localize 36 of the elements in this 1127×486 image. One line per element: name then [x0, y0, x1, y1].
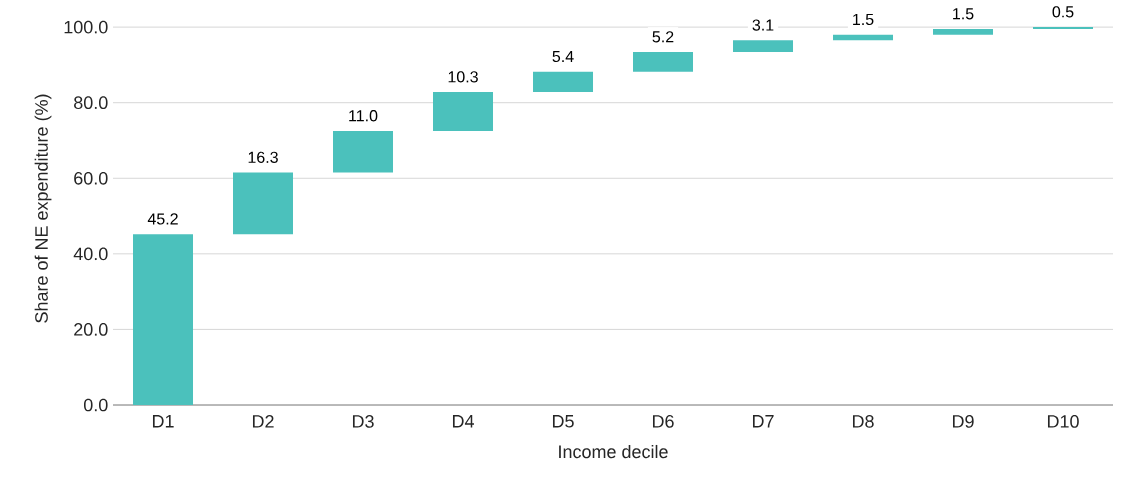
x-tick-label: D2	[252, 415, 274, 428]
bar	[933, 29, 994, 35]
x-tick-label: D4	[452, 415, 474, 428]
data-label: 1.5	[953, 8, 974, 20]
x-tick-label: D1	[152, 415, 174, 428]
data-label: 11.0	[349, 110, 378, 122]
data-label: 0.5	[1052, 6, 1074, 18]
y-axis-title: Share of NE expenditure (%)	[34, 94, 52, 323]
y-tick-label: 20.0	[74, 323, 108, 336]
y-tick-label: 100.0	[64, 20, 108, 34]
bar	[433, 92, 494, 132]
x-tick-label: D8	[852, 415, 874, 428]
y-tick-label: 0.0	[83, 398, 108, 412]
bar	[233, 172, 293, 235]
data-label: 3.1	[752, 19, 774, 31]
bar	[733, 40, 794, 53]
x-tick-label: D6	[652, 415, 674, 428]
bar	[533, 71, 594, 93]
y-tick-label: 60.0	[74, 171, 108, 185]
y-tick-label: 80.0	[74, 96, 108, 110]
bar	[333, 131, 394, 173]
data-label: 5.2	[652, 31, 674, 43]
data-label: 5.4	[552, 50, 574, 63]
x-tick-label: D5	[552, 415, 574, 428]
bar	[133, 234, 194, 405]
x-tick-label: D9	[952, 415, 974, 428]
y-tick-label: 40.0	[73, 247, 108, 261]
data-label: 16.3	[248, 151, 278, 163]
x-tick-label: D10	[1047, 415, 1079, 428]
x-tick-label: D7	[752, 415, 774, 428]
x-tick-label: D3	[352, 415, 374, 428]
x-axis-title: Income decile	[559, 444, 668, 459]
data-label: 1.5	[853, 13, 874, 26]
data-label: 45.2	[147, 213, 178, 225]
bar	[633, 52, 694, 72]
data-label: 10.3	[448, 71, 478, 83]
